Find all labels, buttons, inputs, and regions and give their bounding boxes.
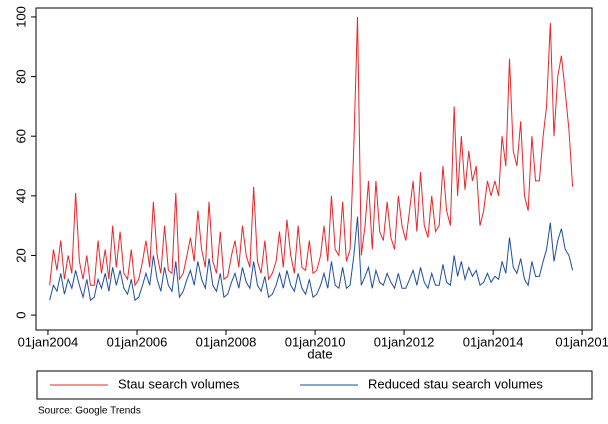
y-tick-label: 100 xyxy=(13,6,28,28)
source-note: Source: Google Trends xyxy=(38,406,141,417)
x-tick-label: 01jan2008 xyxy=(196,334,257,349)
series-line xyxy=(49,16,574,287)
legend-label: Reduced stau search volumes xyxy=(368,376,543,391)
x-tick-label: 01jan2004 xyxy=(18,334,79,349)
series-line xyxy=(49,216,574,302)
y-tick-label: 20 xyxy=(13,248,28,262)
x-tick-label: 01jan2014 xyxy=(463,334,524,349)
plot-frame xyxy=(35,7,593,331)
x-tick-label: 01jan2006 xyxy=(107,334,168,349)
x-axis-title: date xyxy=(307,346,332,361)
y-tick-label: 80 xyxy=(13,69,28,83)
legend-label: Stau search volumes xyxy=(118,376,240,391)
y-tick-label: 60 xyxy=(13,129,28,143)
x-tick-label: 01jan2010 xyxy=(285,334,346,349)
x-tick-label: 01jan2012 xyxy=(374,334,435,349)
x-tick-label: 01jan201 xyxy=(555,334,608,349)
legend xyxy=(36,370,593,400)
y-tick-label: 40 xyxy=(13,189,28,203)
y-tick-label: 0 xyxy=(13,311,28,318)
